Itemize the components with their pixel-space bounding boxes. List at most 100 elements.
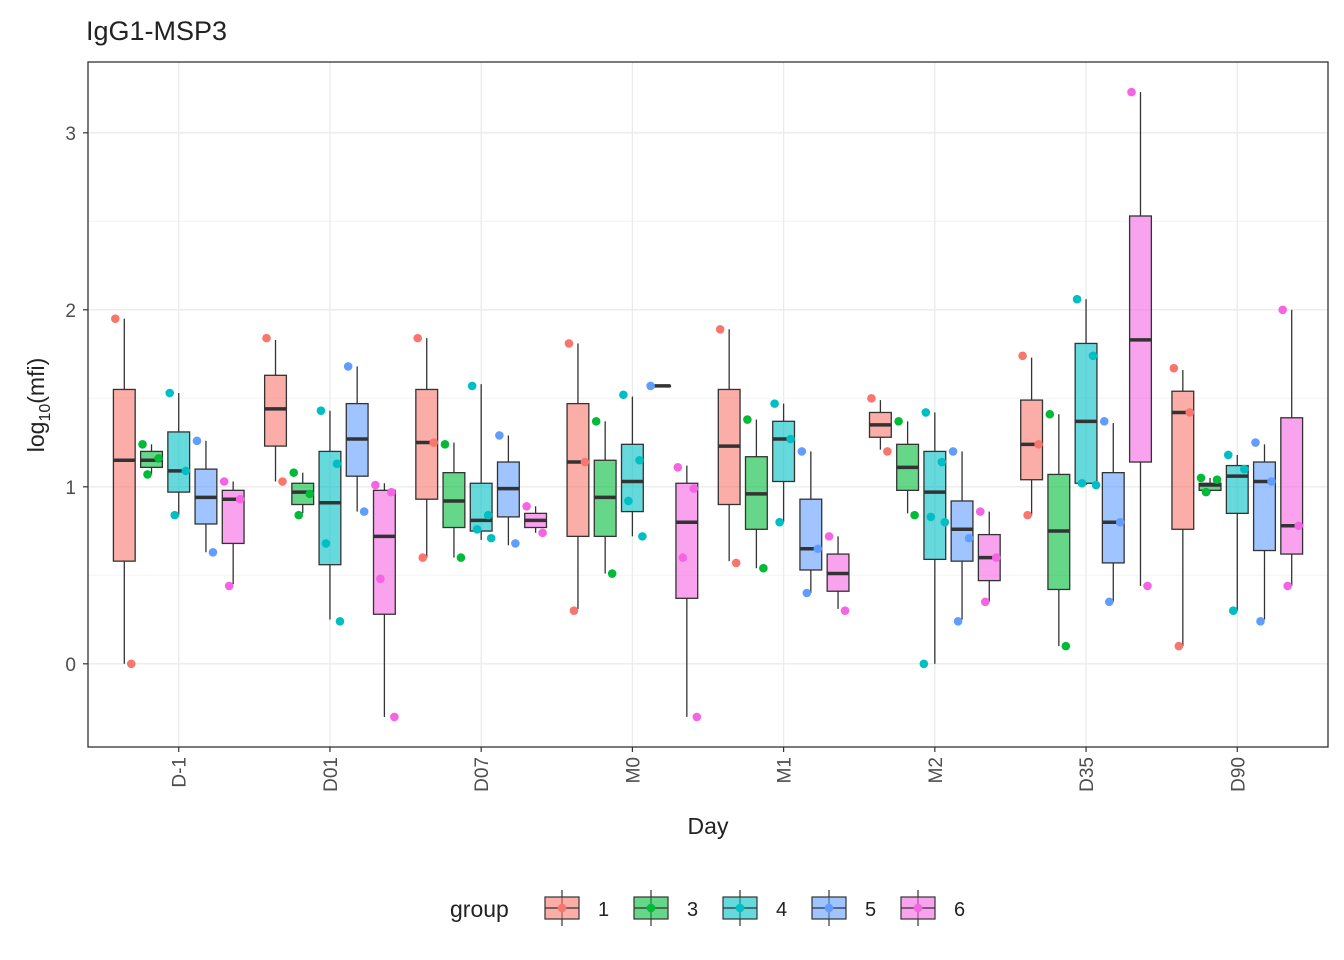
- data-point: [429, 438, 439, 447]
- data-point: [343, 362, 353, 371]
- data-point: [321, 539, 331, 548]
- data-point: [208, 547, 218, 557]
- data-point: [371, 480, 380, 490]
- data-point: [138, 440, 147, 449]
- box: [1101, 471, 1125, 564]
- x-axis-title: Day: [688, 813, 729, 839]
- data-point: [1228, 606, 1238, 616]
- data-point: [1239, 464, 1249, 474]
- legend-item: 3: [633, 890, 698, 926]
- series-group: [165, 294, 1249, 669]
- data-point: [262, 333, 271, 343]
- data-point: [919, 659, 929, 669]
- data-point: [486, 533, 496, 543]
- data-point: [219, 477, 229, 486]
- x-tick-label: D35: [1077, 757, 1098, 792]
- y-tick-label: 0: [65, 655, 76, 676]
- legend-title: group: [450, 896, 509, 922]
- data-point: [910, 510, 919, 520]
- data-point: [289, 468, 299, 477]
- data-point: [689, 484, 699, 493]
- legend-item: 4: [722, 890, 787, 926]
- legend-label: 6: [954, 899, 965, 921]
- data-point: [1283, 581, 1293, 591]
- legend-item: 1: [544, 890, 609, 926]
- box: [950, 500, 974, 562]
- data-point: [937, 457, 947, 467]
- data-point: [786, 434, 795, 444]
- legend-label: 3: [687, 899, 698, 921]
- data-point: [1045, 409, 1055, 419]
- data-point: [278, 477, 287, 486]
- data-point: [980, 597, 990, 607]
- data-point: [731, 558, 741, 568]
- data-point: [440, 440, 450, 449]
- data-point: [840, 606, 850, 616]
- x-tick-label: M2: [926, 757, 947, 783]
- data-point: [1294, 521, 1304, 531]
- data-point: [770, 399, 779, 408]
- data-point: [376, 574, 385, 584]
- data-point: [1169, 363, 1179, 373]
- data-point: [759, 563, 768, 573]
- box: [772, 420, 796, 483]
- data-point: [964, 533, 974, 543]
- data-point: [390, 712, 399, 722]
- data-point: [607, 569, 617, 578]
- data-point: [413, 333, 423, 343]
- legend-item: 5: [811, 890, 876, 926]
- y-tick-label: 3: [65, 124, 76, 145]
- box: [1171, 390, 1195, 530]
- y-axis-title-sub: 10: [37, 404, 54, 422]
- data-point: [894, 417, 903, 426]
- box: [1020, 399, 1044, 481]
- box: [923, 450, 947, 561]
- box: [799, 498, 823, 571]
- data-point: [1143, 581, 1152, 591]
- box: [1252, 461, 1277, 552]
- data-point: [1072, 294, 1082, 304]
- data-point: [1174, 641, 1184, 651]
- data-point: [483, 510, 493, 520]
- legend-label: 1: [598, 899, 609, 921]
- data-point: [646, 381, 655, 391]
- legend-label: 5: [865, 899, 876, 921]
- data-point: [1115, 517, 1125, 527]
- data-point: [569, 606, 579, 616]
- data-point: [624, 496, 633, 506]
- data-point: [1088, 351, 1098, 361]
- data-point: [418, 553, 428, 562]
- data-point: [538, 528, 547, 538]
- data-point: [797, 447, 807, 456]
- data-point: [715, 324, 725, 334]
- data-point: [467, 381, 477, 391]
- series-group: [138, 409, 1222, 651]
- y-tick-label: 1: [65, 478, 76, 499]
- legend-key-point: [913, 903, 923, 913]
- legend-item: 6: [900, 890, 965, 926]
- data-point: [472, 524, 482, 534]
- data-point: [235, 494, 245, 504]
- data-point: [940, 517, 950, 527]
- legend-key-point: [735, 903, 745, 913]
- box: [318, 450, 342, 566]
- data-point: [1127, 87, 1136, 97]
- y-axis-title: log10(mfi): [23, 358, 54, 452]
- data-point: [316, 406, 326, 415]
- box: [167, 431, 191, 493]
- data-point: [335, 617, 345, 626]
- data-point: [170, 510, 180, 520]
- data-point: [1251, 438, 1260, 447]
- x-tick-label: D01: [321, 757, 342, 792]
- data-point: [305, 489, 315, 499]
- panel-border: [87, 61, 1329, 748]
- data-point: [154, 454, 163, 463]
- data-point: [948, 447, 958, 456]
- data-point: [1201, 487, 1211, 497]
- data-point: [387, 487, 396, 497]
- data-point: [294, 510, 304, 520]
- data-point: [1256, 617, 1265, 626]
- data-point: [456, 553, 466, 562]
- data-point: [743, 415, 752, 424]
- x-tick-label: D07: [472, 757, 493, 792]
